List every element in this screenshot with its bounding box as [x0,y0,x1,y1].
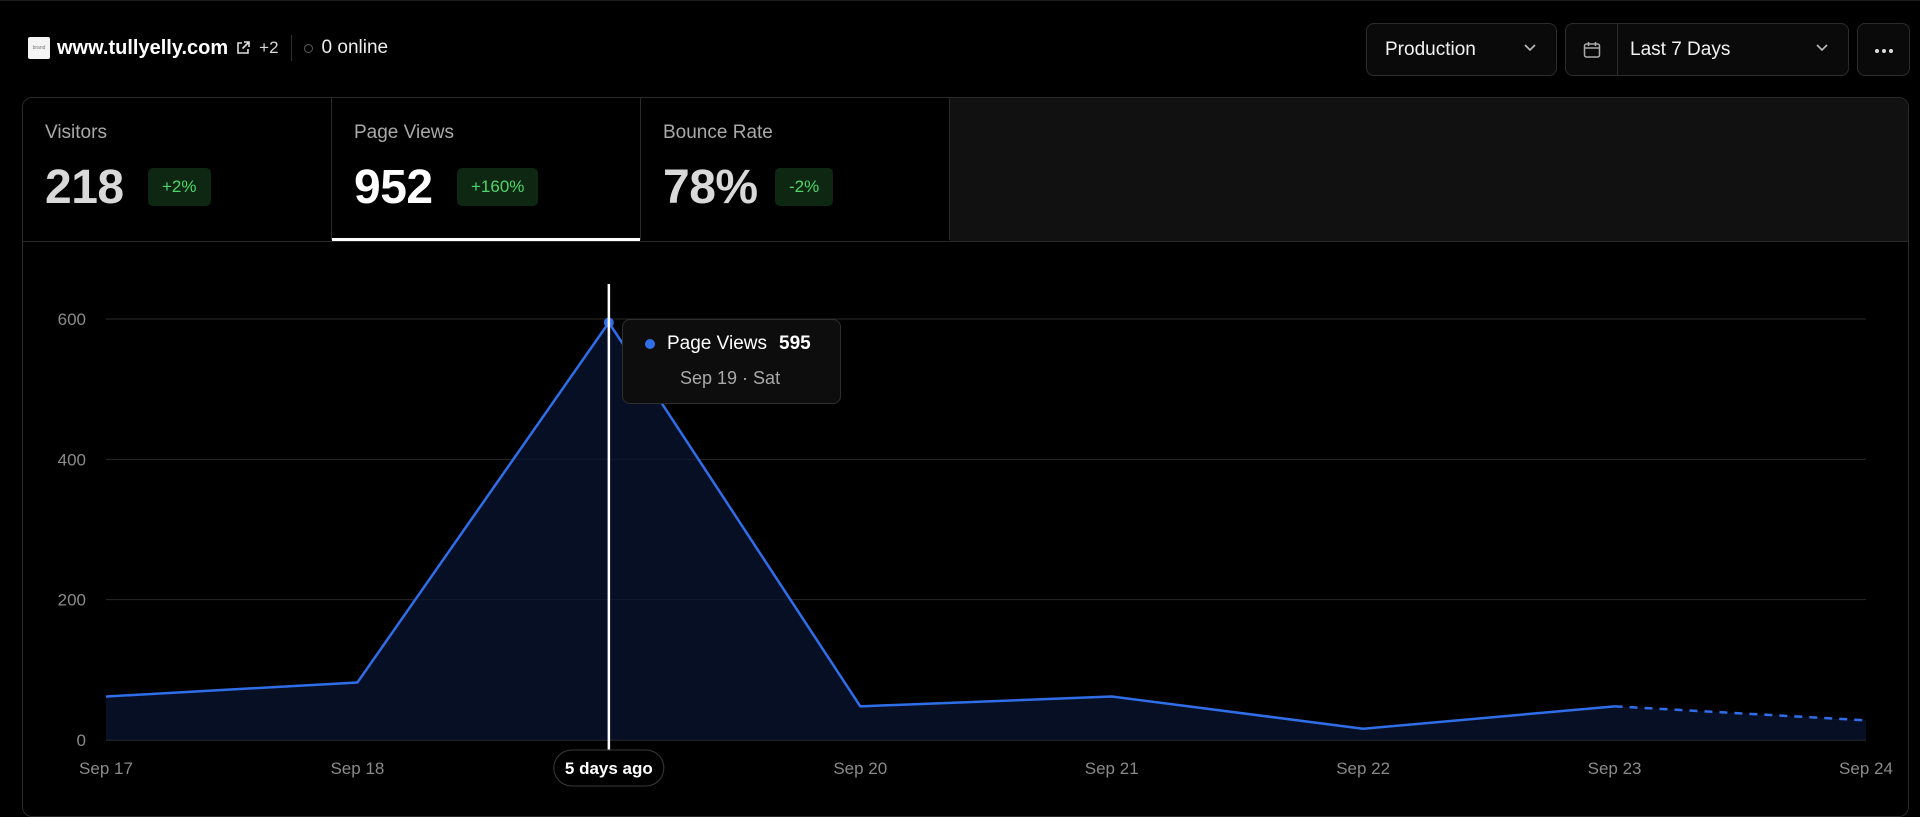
site-domain-link[interactable]: www.tullyelly.com [57,36,229,59]
extra-domains-count[interactable]: +2 [259,38,279,57]
chevron-down-icon [1522,39,1538,60]
date-range-select[interactable]: Last 7 Days [1565,23,1849,76]
online-status-dot [303,43,313,53]
tab-visitors[interactable]: Visitors 218 +2% [23,98,332,240]
environment-select[interactable]: Production [1366,23,1557,76]
online-count: 0 online [321,37,389,58]
chart-tooltip: Page Views 595 Sep 19 · Sat [622,319,841,404]
x-tick-label: Sep 21 [1085,759,1139,778]
series-line [105,321,1615,731]
metric-tabs: Visitors 218 +2% Page Views 952 +160% Bo… [23,98,1908,242]
x-tick-label: Sep 17 [79,759,133,778]
more-options-button[interactable] [1857,23,1910,76]
tab-label: Bounce Rate [663,122,773,143]
y-tick-label: 600 [58,310,86,329]
change-badge: +160% [457,168,539,206]
series-area [106,322,1866,740]
y-tick-label: 200 [58,591,86,610]
x-tick-label: Sep 20 [833,759,887,778]
series-line-projected [1614,705,1867,722]
environment-value: Production [1385,38,1476,60]
site-header: brand www.tullyelly.com +2 0 online [28,35,389,61]
x-tick-label: Sep 18 [330,759,384,778]
tabs-empty-area [950,98,1908,241]
tab-label: Visitors [45,122,107,143]
x-tick-label: Sep 22 [1336,759,1390,778]
top-border [0,0,1920,1]
cursor-label-pill [553,749,665,787]
tab-value: 218 [45,161,124,214]
tooltip-date: Sep 19 · Sat [680,368,781,388]
calendar-icon[interactable] [1566,24,1618,75]
tab-bounce-rate[interactable]: Bounce Rate 78% -2% [641,98,950,240]
more-icon [1874,41,1894,59]
header-divider [290,35,292,61]
y-tick-label: 0 [77,731,86,750]
tooltip-value: 595 [779,333,811,354]
date-range-value: Last 7 Days [1630,38,1731,60]
tab-label: Page Views [354,122,454,143]
external-link-icon[interactable] [235,40,251,56]
site-favicon: brand [28,37,50,59]
chevron-down-icon [1814,39,1830,60]
favicon-text: brand [32,45,46,51]
x-tick-label: Sep 24 [1839,759,1893,778]
x-tick-label: Sep 23 [1588,759,1642,778]
x-tick-label: 5 days ago [565,759,653,778]
tab-page-views[interactable]: Page Views 952 +160% [332,98,641,241]
tab-value: 78% [663,161,758,214]
tab-value: 952 [354,161,433,214]
change-badge: -2% [775,168,834,206]
tooltip-series-name: Page Views [667,333,767,354]
change-badge: +2% [148,168,211,206]
tooltip-series-dot [645,339,655,349]
y-tick-label: 400 [58,450,86,469]
